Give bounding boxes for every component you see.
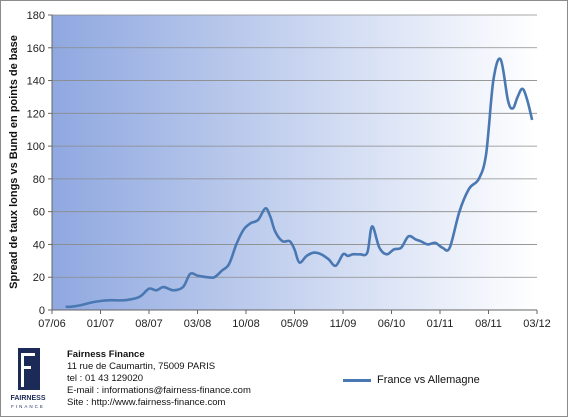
gridlines <box>52 14 537 278</box>
company-info: Fairness Finance 11 rue de Caumartin, 75… <box>67 349 251 409</box>
y-tick-label: 160 <box>27 43 45 55</box>
company-address: 11 rue de Caumartin, 75009 PARIS <box>67 361 216 372</box>
x-tick-label: 03/08 <box>184 318 212 330</box>
y-tick-label: 140 <box>27 76 45 88</box>
legend: France vs Allemagne <box>343 374 480 386</box>
logo-subtext: FINANCE <box>11 404 45 409</box>
company-site: Site : http://www.fairness-finance.com <box>67 397 226 408</box>
y-axis-ticks: 0 20 40 60 80 100 120 140 160 180 <box>27 10 52 317</box>
x-axis-ticks: 07/06 01/07 08/07 03/08 10/08 05/09 11/09 06/10… <box>38 310 551 330</box>
x-tick-label: 10/08 <box>232 318 260 330</box>
x-tick-label: 03/12 <box>523 318 551 330</box>
y-tick-label: 100 <box>27 141 45 153</box>
y-tick-label: 20 <box>33 272 45 284</box>
legend-swatch <box>343 378 371 382</box>
x-tick-label: 01/11 <box>427 318 454 330</box>
company-name: Fairness Finance <box>67 349 145 360</box>
y-tick-label: 40 <box>33 239 45 251</box>
x-tick-label: 07/06 <box>38 318 66 330</box>
x-tick-label: 05/09 <box>281 318 309 330</box>
y-tick-label: 0 <box>39 305 45 317</box>
company-email: E-mail : informations@fairness-finance.c… <box>67 385 251 396</box>
x-tick-label: 08/11 <box>475 318 502 330</box>
series-line-france-vs-allemagne <box>65 57 534 309</box>
legend-label: France vs Allemagne <box>377 374 480 386</box>
plot-area <box>52 15 537 310</box>
y-tick-label: 180 <box>27 10 45 22</box>
x-tick-label: 11/09 <box>330 318 357 330</box>
fairness-finance-logo: FAIRNESS FINANCE <box>10 348 46 409</box>
series-layer <box>65 57 534 309</box>
y-tick-label: 80 <box>33 174 45 186</box>
x-tick-label: 06/10 <box>378 318 406 330</box>
logo-text: FAIRNESS <box>10 395 45 402</box>
company-block: FAIRNESS FINANCE Fairness Finance 11 rue… <box>4 346 304 414</box>
x-tick-label: 08/07 <box>135 318 163 330</box>
y-tick-label: 60 <box>33 207 45 219</box>
y-axis-label: Spread de taux longs vs Bund en points d… <box>8 35 20 289</box>
y-tick-label: 120 <box>27 108 45 120</box>
company-phone: tel : 01 43 129020 <box>67 373 144 384</box>
x-tick-label: 01/07 <box>87 318 115 330</box>
